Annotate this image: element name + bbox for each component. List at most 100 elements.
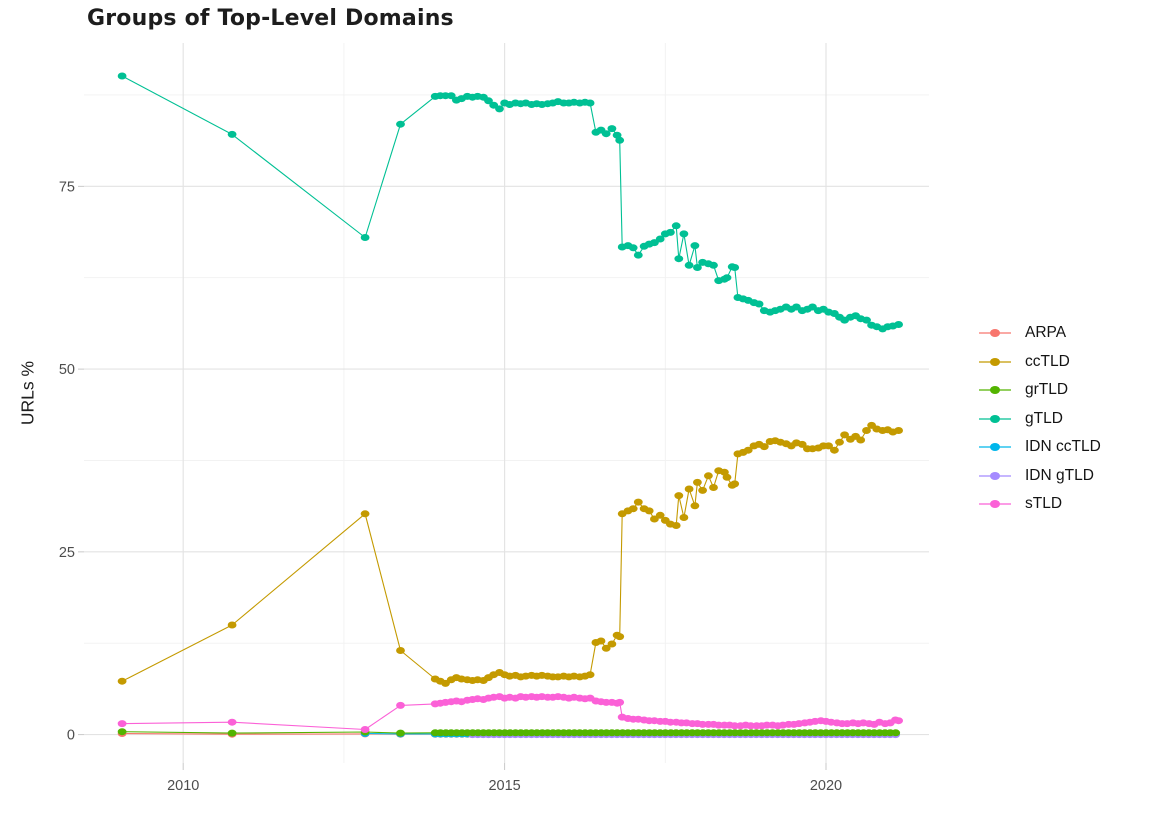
data-point <box>615 698 625 706</box>
data-point <box>495 105 504 113</box>
data-point <box>674 492 684 500</box>
data-point <box>601 130 611 138</box>
data-point <box>615 136 625 144</box>
data-point <box>396 120 405 128</box>
data-point <box>730 264 740 271</box>
data-point <box>601 644 611 652</box>
data-point <box>693 264 702 271</box>
data-point <box>797 440 807 448</box>
data-point <box>730 480 740 488</box>
legend: ARPA ccTLD grTLD gTLD IDN ccTLD IDN gTLD sTLD <box>978 319 1101 519</box>
data-point <box>894 717 903 725</box>
data-point <box>117 720 127 728</box>
data-point <box>227 130 237 138</box>
legend-key-icon <box>979 414 1011 423</box>
data-point <box>674 255 684 263</box>
chart-title: Groups of Top-Level Domains <box>87 6 454 31</box>
x-axis-tick-label: 2015 <box>488 778 520 794</box>
legend-key-icon <box>979 357 1011 366</box>
legend-key-icon <box>979 500 1011 509</box>
legend-label: IDN gTLD <box>1025 466 1094 484</box>
data-point <box>117 72 127 80</box>
legend-label: IDN ccTLD <box>1025 438 1101 456</box>
data-point <box>722 473 732 481</box>
data-point <box>690 502 700 510</box>
series-line-ccTLD <box>121 424 899 684</box>
legend-key-icon <box>979 443 1011 452</box>
data-point <box>679 230 689 238</box>
data-point <box>722 274 732 282</box>
data-point <box>671 222 681 230</box>
y-axis-tick-label: 75 <box>59 179 75 195</box>
legend-label: sTLD <box>1025 495 1063 513</box>
data-point <box>709 484 718 491</box>
data-point <box>396 647 405 654</box>
data-point <box>633 251 643 259</box>
data-point <box>684 261 694 269</box>
data-point <box>117 728 127 736</box>
legend-item-gTLD: gTLD <box>978 405 1101 434</box>
legend-label: grTLD <box>1025 381 1069 399</box>
data-point <box>690 242 700 250</box>
data-point <box>628 505 638 513</box>
legend-item-IDN-ccTLD: IDN ccTLD <box>978 433 1101 462</box>
data-point <box>655 235 665 243</box>
legend-label: ccTLD <box>1025 352 1070 370</box>
data-point <box>396 701 405 709</box>
data-point <box>894 427 903 434</box>
data-point <box>227 718 237 726</box>
data-point <box>446 92 456 100</box>
y-axis-tick-label: 0 <box>67 728 75 744</box>
legend-item-grTLD: grTLD <box>978 376 1101 405</box>
data-point <box>894 321 903 328</box>
data-point <box>666 228 675 236</box>
data-point <box>615 633 625 641</box>
data-point <box>117 677 127 685</box>
data-point <box>360 510 370 518</box>
legend-label: gTLD <box>1025 409 1063 427</box>
data-point <box>824 442 833 450</box>
data-point <box>655 511 665 519</box>
x-axis-tick-label: 2010 <box>167 778 199 794</box>
data-point <box>607 125 617 133</box>
data-point <box>227 621 237 629</box>
data-point <box>835 438 844 446</box>
data-point <box>607 640 617 648</box>
data-point <box>585 671 595 679</box>
data-point <box>628 244 638 252</box>
data-point <box>840 431 849 439</box>
legend-key-icon <box>979 471 1011 480</box>
data-point <box>743 446 753 454</box>
data-point <box>644 507 654 515</box>
data-point <box>585 99 595 107</box>
data-point <box>856 436 866 444</box>
series-line-gTLD <box>121 75 899 330</box>
data-point <box>891 729 901 737</box>
x-axis-tick-label: 2020 <box>810 778 842 794</box>
data-point <box>754 300 764 308</box>
data-point <box>671 522 681 529</box>
data-point <box>830 446 839 454</box>
data-point <box>698 486 707 494</box>
data-point <box>633 498 643 506</box>
legend-item-ccTLD: ccTLD <box>978 348 1101 377</box>
data-point <box>862 316 871 324</box>
legend-item-ARPA: ARPA <box>978 319 1101 348</box>
data-point <box>709 261 718 269</box>
data-point <box>360 234 370 241</box>
data-point <box>862 427 871 434</box>
data-point <box>360 726 370 733</box>
legend-item-IDN-gTLD: IDN gTLD <box>978 462 1101 491</box>
data-point <box>704 472 713 480</box>
legend-item-sTLD: sTLD <box>978 490 1101 519</box>
data-point <box>679 514 689 521</box>
legend-key-icon <box>979 329 1011 338</box>
data-point <box>596 637 606 645</box>
legend-key-icon <box>979 386 1011 395</box>
y-axis-tick-label: 50 <box>59 362 75 378</box>
data-point <box>684 485 694 493</box>
legend-label: ARPA <box>1025 324 1067 342</box>
data-point <box>396 729 405 737</box>
